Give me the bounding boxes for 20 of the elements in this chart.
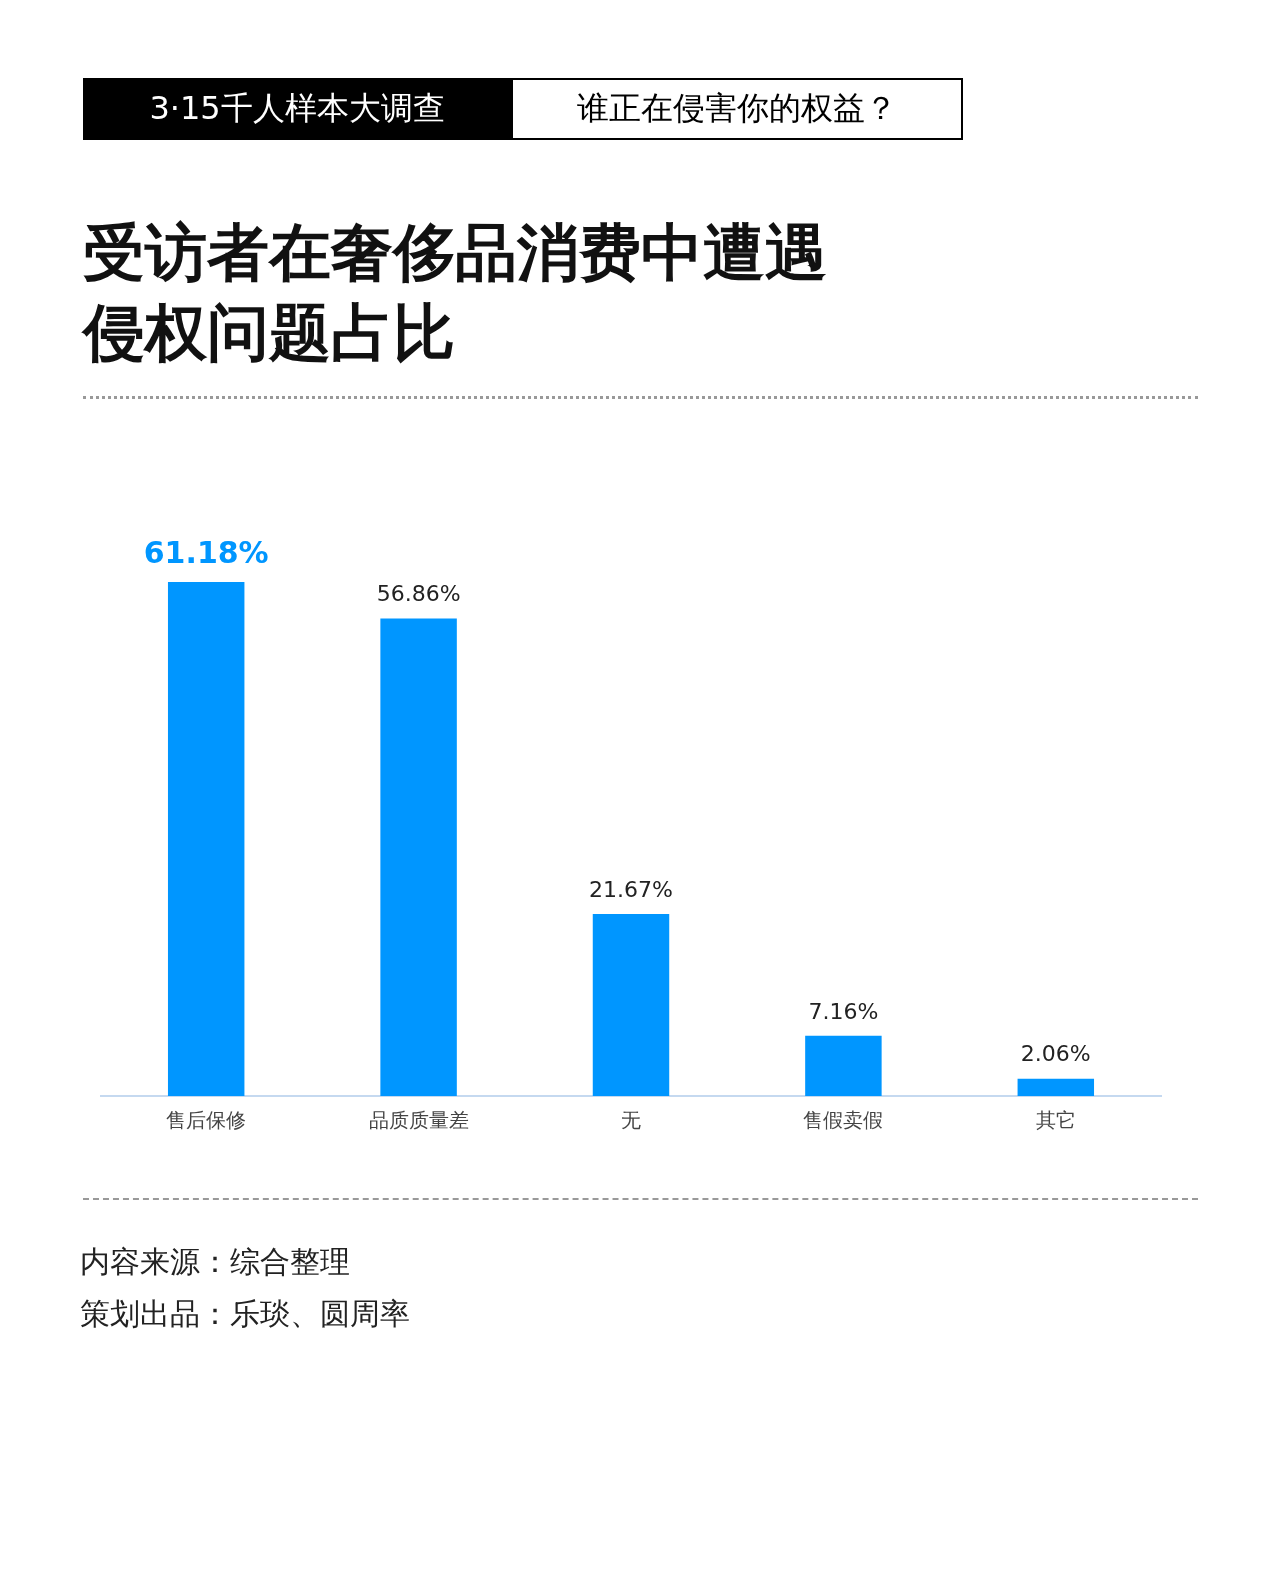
data-label: 56.86% xyxy=(376,581,461,607)
chart-subtitle: 3·15千人样本大调查 xyxy=(83,78,511,140)
data-label: 61.18% xyxy=(143,534,269,570)
data-label: 7.16% xyxy=(808,998,879,1024)
data-label: 2.06% xyxy=(1020,1041,1091,1067)
data-label: 21.67% xyxy=(589,876,673,902)
bar xyxy=(592,913,670,1096)
x-tick-label: 品质质量差 xyxy=(368,1108,469,1133)
bar xyxy=(805,1035,882,1096)
bar xyxy=(167,582,245,1096)
text: 策划出品：乐琰、圆周率 xyxy=(80,1295,410,1333)
chart-title: 受访者在奢侈品消费中遭遇侵权问题占比 xyxy=(83,215,828,371)
x-tick-label: 售后保修 xyxy=(166,1108,247,1133)
bar xyxy=(380,618,457,1096)
x-tick-label: 其它 xyxy=(1035,1108,1076,1133)
x-tick-label: 无 xyxy=(621,1108,641,1133)
bar xyxy=(1017,1078,1095,1096)
x-tick-label: 售假卖假 xyxy=(803,1108,884,1133)
text: 内容来源：综合整理 xyxy=(80,1243,351,1281)
text: 谁正在侵害你的权益？ xyxy=(511,78,963,140)
